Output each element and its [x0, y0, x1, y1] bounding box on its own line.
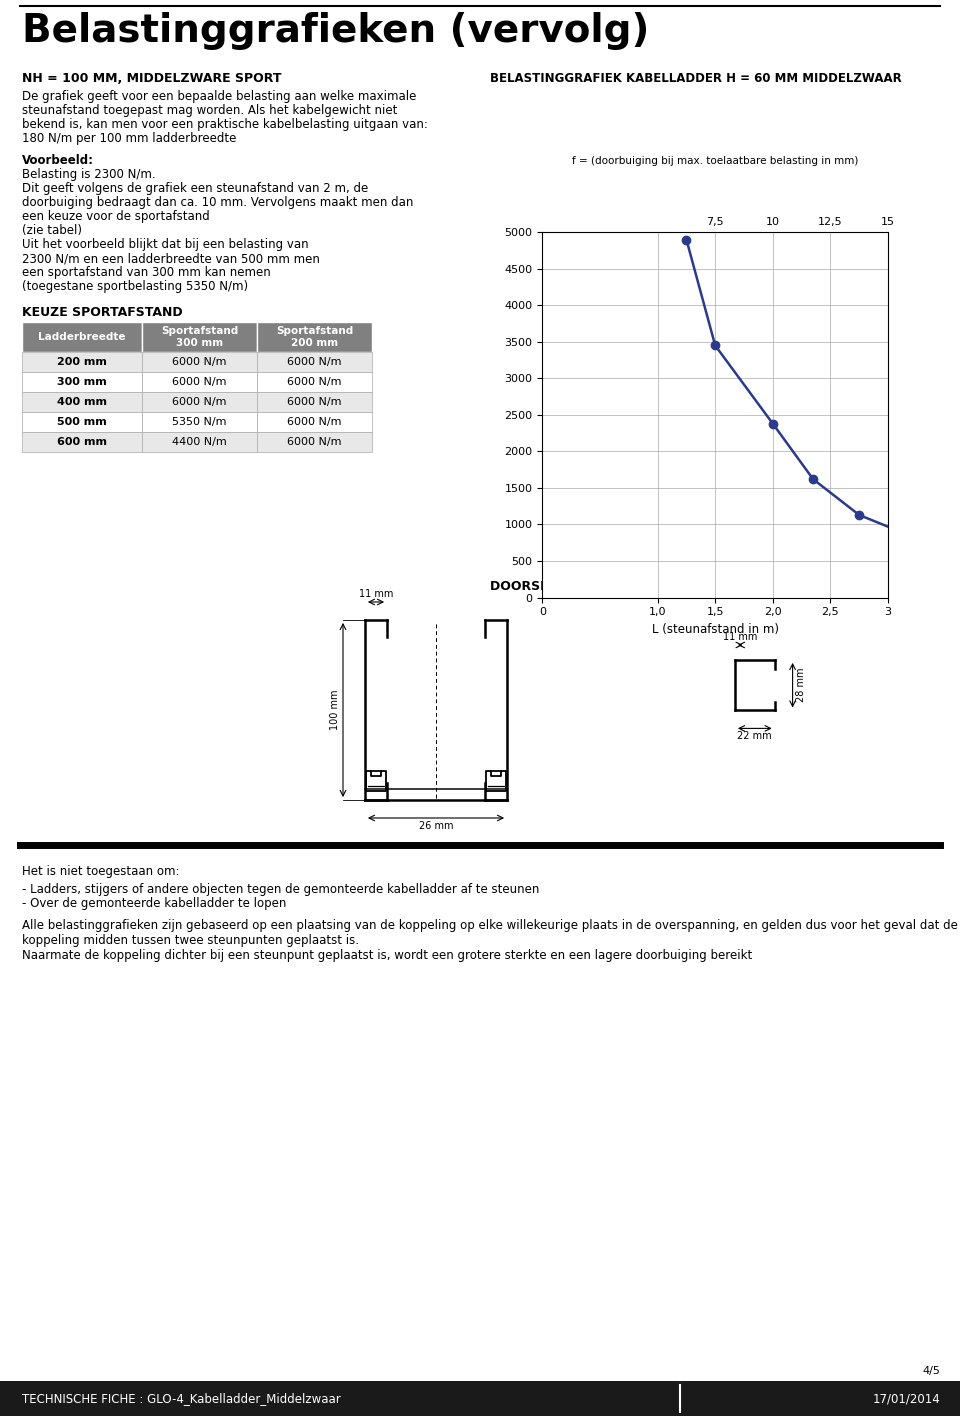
Text: Belastinggrafieken (vervolg): Belastinggrafieken (vervolg)	[22, 11, 649, 50]
Bar	[257, 432, 372, 452]
Text: Sportafstand
200 mm: Sportafstand 200 mm	[276, 326, 353, 348]
Text: Sportafstand
300 mm: Sportafstand 300 mm	[161, 326, 238, 348]
Bar	[22, 392, 142, 412]
Text: doorbuiging bedraagt dan ca. 10 mm. Vervolgens maakt men dan: doorbuiging bedraagt dan ca. 10 mm. Verv…	[22, 195, 414, 210]
Bar	[257, 353, 372, 372]
Text: 4/5: 4/5	[923, 1366, 940, 1376]
Text: (zie tabel): (zie tabel)	[22, 224, 82, 236]
Text: 100 mm: 100 mm	[330, 690, 340, 731]
Text: 6000 N/m: 6000 N/m	[287, 357, 342, 367]
Text: 200 mm: 200 mm	[57, 357, 107, 367]
Bar	[22, 432, 142, 452]
Text: 500 mm: 500 mm	[58, 416, 107, 428]
Text: - Over de gemonteerde kabelladder te lopen: - Over de gemonteerde kabelladder te lop…	[22, 896, 286, 910]
Bar	[257, 392, 372, 412]
Text: 6000 N/m: 6000 N/m	[287, 438, 342, 447]
Text: 2300 N/m en een ladderbreedte van 500 mm men: 2300 N/m en een ladderbreedte van 500 mm…	[22, 252, 320, 265]
Text: 11 mm: 11 mm	[723, 632, 757, 641]
Text: 22 mm: 22 mm	[737, 732, 772, 742]
Bar	[22, 321, 142, 353]
Bar	[257, 321, 372, 353]
Bar	[257, 372, 372, 392]
Text: 6000 N/m: 6000 N/m	[287, 396, 342, 406]
Bar	[22, 372, 142, 392]
Text: een keuze voor de sportafstand: een keuze voor de sportafstand	[22, 210, 209, 222]
Text: Uit het voorbeeld blijkt dat bij een belasting van: Uit het voorbeeld blijkt dat bij een bel…	[22, 238, 308, 251]
Bar	[142, 432, 257, 452]
Text: Voorbeeld:: Voorbeeld:	[22, 154, 94, 167]
Text: 6000 N/m: 6000 N/m	[287, 377, 342, 387]
Text: TECHNISCHE FICHE : GLO-4_Kabelladder_Middelzwaar: TECHNISCHE FICHE : GLO-4_Kabelladder_Mid…	[22, 1392, 341, 1405]
Text: BELASTINGGRAFIEK KABELLADDER H = 60 MM MIDDELZWAAR: BELASTINGGRAFIEK KABELLADDER H = 60 MM M…	[490, 72, 901, 85]
Text: 300 mm: 300 mm	[58, 377, 107, 387]
Text: KEUZE SPORTAFSTAND: KEUZE SPORTAFSTAND	[22, 306, 182, 319]
Bar	[257, 412, 372, 432]
Text: 6000 N/m: 6000 N/m	[172, 357, 227, 367]
Text: 5350 N/m: 5350 N/m	[172, 416, 227, 428]
Bar	[22, 412, 142, 432]
Text: Dit geeft volgens de grafiek een steunafstand van 2 m, de: Dit geeft volgens de grafiek een steunaf…	[22, 183, 369, 195]
Text: 28 mm: 28 mm	[796, 668, 805, 702]
Bar	[142, 321, 257, 353]
Text: 180 N/m per 100 mm ladderbreedte: 180 N/m per 100 mm ladderbreedte	[22, 132, 236, 144]
Text: Alle belastinggrafieken zijn gebaseerd op een plaatsing van de koppeling op elke: Alle belastinggrafieken zijn gebaseerd o…	[22, 919, 958, 961]
Text: 6000 N/m: 6000 N/m	[172, 396, 227, 406]
Text: 6000 N/m: 6000 N/m	[172, 377, 227, 387]
Text: 600 mm: 600 mm	[57, 438, 107, 447]
Text: f = (doorbuiging bij max. toelaatbare belasting in mm): f = (doorbuiging bij max. toelaatbare be…	[572, 156, 858, 167]
Bar	[142, 372, 257, 392]
Text: 4400 N/m: 4400 N/m	[172, 438, 227, 447]
Text: Belasting is 2300 N/m.: Belasting is 2300 N/m.	[22, 169, 156, 181]
Text: steunafstand toegepast mag worden. Als het kabelgewicht niet: steunafstand toegepast mag worden. Als h…	[22, 103, 397, 118]
Bar	[142, 353, 257, 372]
Text: - Ladders, stijgers of andere objecten tegen de gemonteerde kabelladder af te st: - Ladders, stijgers of andere objecten t…	[22, 884, 540, 896]
Text: bekend is, kan men voor een praktische kabelbelasting uitgaan van:: bekend is, kan men voor een praktische k…	[22, 118, 428, 132]
Text: DOORSNEDE LADDER: DOORSNEDE LADDER	[490, 581, 638, 593]
Text: een sportafstand van 300 mm kan nemen: een sportafstand van 300 mm kan nemen	[22, 266, 271, 279]
X-axis label: L (steunafstand in m): L (steunafstand in m)	[652, 623, 779, 636]
Bar	[22, 353, 142, 372]
Text: Ladderbreedte: Ladderbreedte	[38, 331, 126, 343]
Text: 11 mm: 11 mm	[359, 589, 394, 599]
Text: De grafiek geeft voor een bepaalde belasting aan welke maximale: De grafiek geeft voor een bepaalde belas…	[22, 91, 417, 103]
Text: 6000 N/m: 6000 N/m	[287, 416, 342, 428]
Text: 400 mm: 400 mm	[57, 396, 107, 406]
Bar	[0, 1381, 960, 1416]
Bar	[142, 412, 257, 432]
Text: Het is niet toegestaan om:: Het is niet toegestaan om:	[22, 865, 180, 878]
Text: 26 mm: 26 mm	[419, 821, 453, 831]
Text: NH = 100 MM, MIDDELZWARE SPORT: NH = 100 MM, MIDDELZWARE SPORT	[22, 72, 281, 85]
Text: 17/01/2014: 17/01/2014	[873, 1392, 940, 1405]
Bar	[142, 392, 257, 412]
Text: (toegestane sportbelasting 5350 N/m): (toegestane sportbelasting 5350 N/m)	[22, 280, 248, 293]
